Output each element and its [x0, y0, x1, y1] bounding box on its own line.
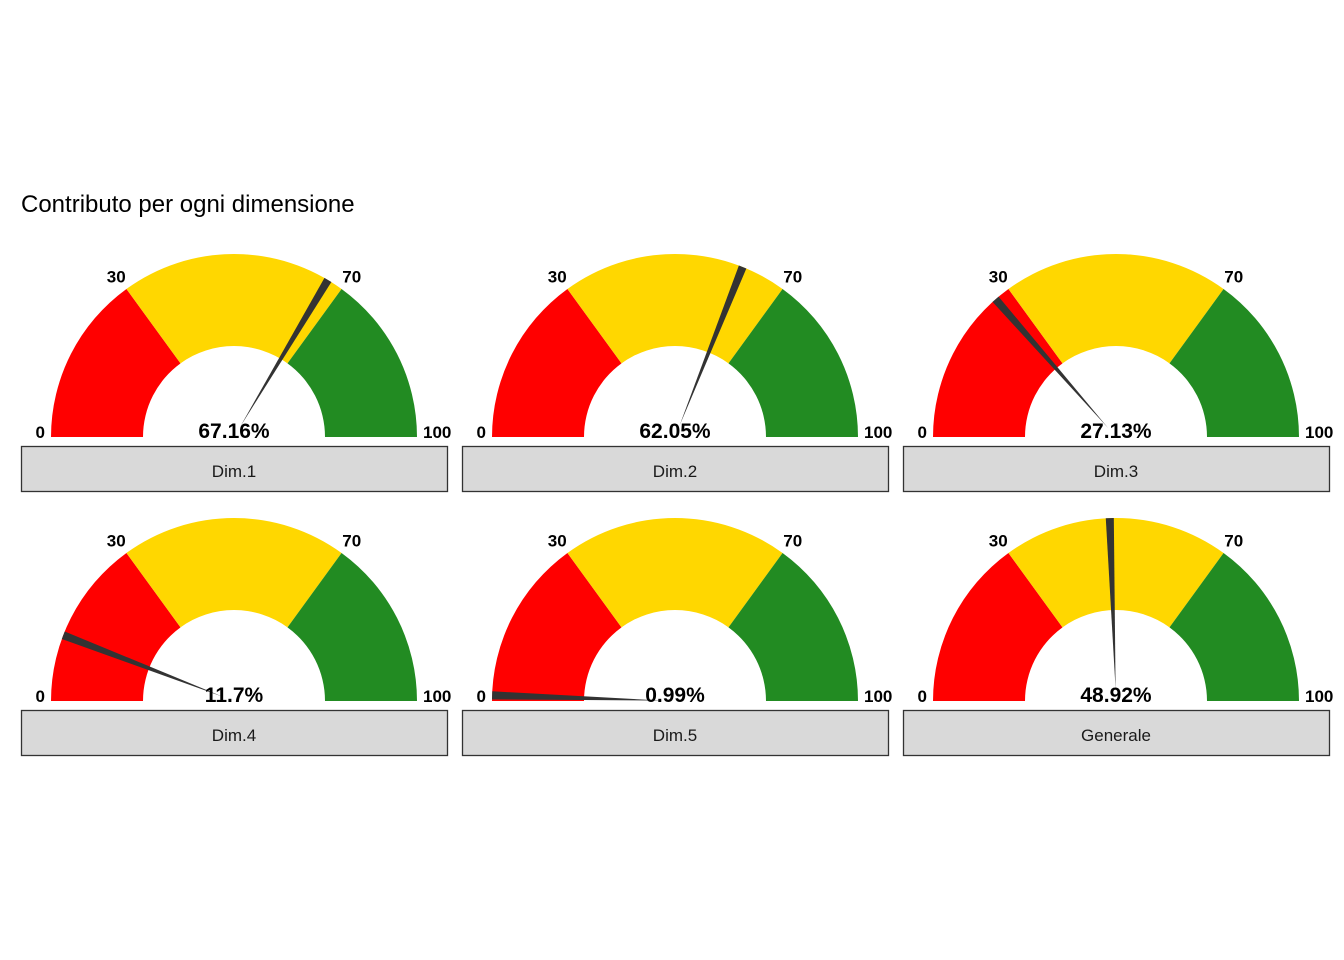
- gauge-band-2: [126, 518, 342, 628]
- facet-strip: [902, 445, 1331, 493]
- gauge-needle: [61, 631, 223, 697]
- gauge-needle: [1105, 518, 1116, 690]
- gauge-tick-label: 70: [1224, 531, 1243, 550]
- gauge-band-2: [567, 254, 783, 364]
- gauge-tick-label: 100: [423, 687, 451, 706]
- gauge-tick-label: 30: [989, 267, 1008, 286]
- facet-strip: [461, 709, 890, 757]
- gauge-band-1: [933, 552, 1063, 701]
- gauge-tick-label: 30: [107, 267, 126, 286]
- gauge-tick-label: 0: [36, 423, 45, 442]
- gauge-tick-label: 100: [1305, 423, 1333, 442]
- gauge-needle: [992, 296, 1109, 428]
- gauge-band-3: [1169, 288, 1299, 437]
- gauge-panel-1: 0 30 70 100 67.16% Dim.1: [20, 254, 451, 493]
- gauge-needle: [679, 265, 747, 426]
- facet-strip-label: Dim.5: [653, 726, 697, 745]
- gauge-tick-label: 0: [477, 687, 486, 706]
- gauge-tick-label: 30: [107, 531, 126, 550]
- gauge-tick-label: 0: [918, 687, 927, 706]
- gauge-panel-2: 0 30 70 100 62.05% Dim.2: [461, 254, 892, 493]
- gauge-value-label: 67.16%: [198, 420, 270, 443]
- gauge-tick-label: 70: [342, 531, 361, 550]
- gauge-band-3: [287, 552, 417, 701]
- gauge-needle: [492, 691, 664, 701]
- gauge-tick-label: 30: [548, 531, 567, 550]
- gauge-value-label: 11.7%: [205, 684, 264, 707]
- gauge-tick-label: 70: [783, 267, 802, 286]
- gauge-tick-label: 100: [864, 687, 892, 706]
- gauge-needle: [240, 277, 332, 427]
- gauge-tick-label: 100: [864, 423, 892, 442]
- gauge-value-label: 0.99%: [645, 684, 705, 707]
- gauge-band-2: [1008, 518, 1224, 628]
- gauge-tick-label: 30: [548, 267, 567, 286]
- gauge-value-label: 48.92%: [1080, 684, 1152, 707]
- gauge-tick-label: 100: [423, 423, 451, 442]
- facet-strip-label: Dim.4: [212, 726, 256, 745]
- gauge-tick-label: 70: [783, 531, 802, 550]
- gauge-panel-6: 0 30 70 100 48.92% Generale: [902, 518, 1333, 757]
- facet-strip-label: Dim.3: [1094, 462, 1138, 481]
- gauge-tick-label: 70: [1224, 267, 1243, 286]
- gauge-tick-label: 100: [1305, 687, 1333, 706]
- gauge-band-1: [933, 288, 1063, 437]
- facet-strip: [461, 445, 890, 493]
- gauge-band-1: [51, 288, 181, 437]
- gauge-band-3: [287, 288, 417, 437]
- facet-strip-label: Dim.2: [653, 462, 697, 481]
- gauge-band-3: [728, 552, 858, 701]
- gauge-band-1: [492, 288, 622, 437]
- gauge-tick-label: 0: [918, 423, 927, 442]
- gauge-band-3: [1169, 552, 1299, 701]
- gauge-band-3: [728, 288, 858, 437]
- gauge-tick-label: 70: [342, 267, 361, 286]
- gauge-band-2: [126, 254, 342, 364]
- gauge-tick-label: 0: [477, 423, 486, 442]
- gauge-band-2: [567, 518, 783, 628]
- gauge-panel-3: 0 30 70 100 27.13% Dim.3: [902, 254, 1333, 493]
- gauge-value-label: 62.05%: [639, 420, 711, 443]
- gauge-tick-label: 0: [36, 687, 45, 706]
- chart-title: Contributo per ogni dimensione: [21, 191, 355, 218]
- gauge-band-2: [1008, 254, 1224, 364]
- facet-strip-label: Dim.1: [212, 462, 256, 481]
- gauge-tick-label: 30: [989, 531, 1008, 550]
- gauge-panel-4: 0 30 70 100 11.7% Dim.4: [20, 518, 451, 757]
- gauge-panel-5: 0 30 70 100 0.99% Dim.5: [461, 518, 892, 757]
- gauge-value-label: 27.13%: [1080, 420, 1152, 443]
- facet-strip: [20, 709, 449, 757]
- facet-strip-label: Generale: [1081, 726, 1151, 745]
- gauge-band-1: [492, 552, 622, 701]
- facet-strip: [902, 709, 1331, 757]
- facet-strip: [20, 445, 449, 493]
- gauge-band-1: [51, 552, 181, 701]
